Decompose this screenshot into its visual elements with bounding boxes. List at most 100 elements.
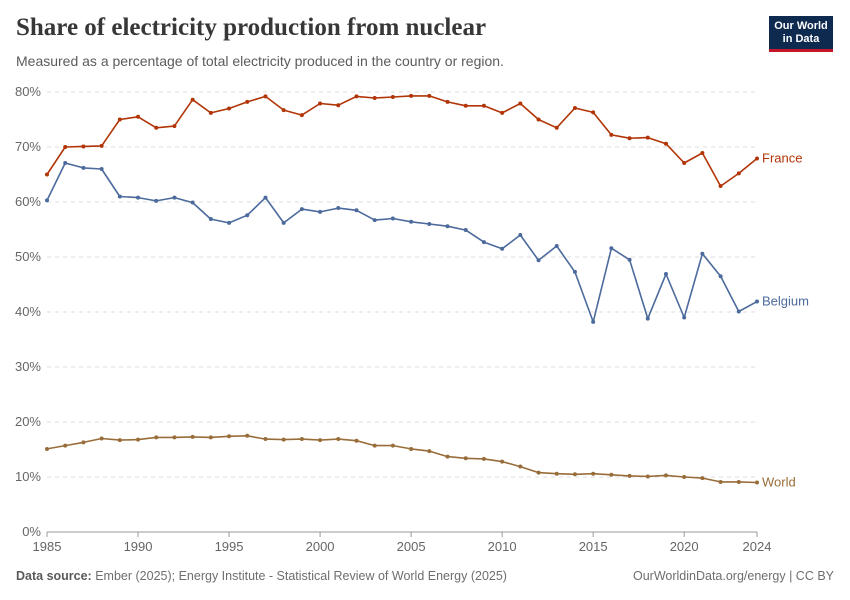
footer-url[interactable]: OurWorldinData.org/energy | CC BY bbox=[632, 569, 834, 583]
data-point-world-1988[interactable] bbox=[99, 436, 104, 441]
data-point-france-1998[interactable] bbox=[281, 108, 286, 113]
data-point-france-2017[interactable] bbox=[627, 136, 632, 141]
data-point-france-2014[interactable] bbox=[572, 105, 577, 110]
data-point-belgium-2003[interactable] bbox=[372, 218, 377, 223]
data-point-world-1999[interactable] bbox=[299, 437, 304, 442]
data-point-world-1993[interactable] bbox=[190, 434, 195, 439]
data-point-belgium-2011[interactable] bbox=[518, 233, 523, 237]
data-point-france-1990[interactable] bbox=[136, 114, 141, 119]
data-point-france-2004[interactable] bbox=[390, 94, 395, 99]
data-point-france-1987[interactable] bbox=[81, 144, 86, 149]
data-point-world-1998[interactable] bbox=[281, 437, 286, 442]
data-point-belgium-2018[interactable] bbox=[645, 316, 650, 321]
data-point-world-1994[interactable] bbox=[208, 435, 213, 440]
data-point-belgium-1991[interactable] bbox=[154, 198, 159, 203]
data-point-france-2009[interactable] bbox=[481, 103, 486, 108]
data-point-france-1999[interactable] bbox=[299, 113, 304, 118]
data-point-world-2017[interactable] bbox=[627, 473, 632, 478]
data-point-france-2016[interactable] bbox=[609, 132, 614, 137]
series-line-belgium[interactable] bbox=[46, 162, 758, 323]
data-point-world-2021[interactable] bbox=[700, 476, 705, 481]
series-label-world[interactable]: World bbox=[762, 475, 796, 490]
data-point-france-2020[interactable] bbox=[682, 160, 687, 165]
data-point-belgium-1994[interactable] bbox=[208, 217, 213, 222]
data-point-belgium-1986[interactable] bbox=[63, 160, 68, 165]
data-point-belgium-1990[interactable] bbox=[136, 195, 141, 200]
data-point-belgium-2022[interactable] bbox=[718, 274, 723, 279]
data-point-world-1996[interactable] bbox=[245, 433, 250, 438]
data-point-belgium-2014[interactable] bbox=[572, 269, 577, 274]
data-point-france-2023[interactable] bbox=[736, 171, 741, 176]
data-point-belgium-1997[interactable] bbox=[263, 195, 268, 200]
data-point-france-1995[interactable] bbox=[227, 106, 232, 111]
owid-logo[interactable]: Our World in Data bbox=[769, 16, 833, 52]
data-point-world-2015[interactable] bbox=[591, 471, 596, 476]
data-point-france-2005[interactable] bbox=[409, 93, 414, 98]
data-point-belgium-2008[interactable] bbox=[463, 228, 468, 233]
series-label-france[interactable]: France bbox=[762, 151, 802, 166]
data-point-world-2013[interactable] bbox=[554, 471, 559, 476]
data-point-world-2023[interactable] bbox=[736, 479, 741, 484]
data-point-belgium-2005[interactable] bbox=[409, 219, 414, 224]
series-line-world[interactable] bbox=[46, 434, 758, 484]
data-point-belgium-1998[interactable] bbox=[281, 220, 286, 225]
data-point-belgium-2020[interactable] bbox=[682, 315, 687, 320]
data-point-world-1995[interactable] bbox=[227, 434, 232, 439]
data-point-belgium-2007[interactable] bbox=[445, 224, 450, 229]
data-point-world-2007[interactable] bbox=[445, 454, 450, 459]
data-point-world-2016[interactable] bbox=[609, 472, 614, 477]
data-point-world-2002[interactable] bbox=[354, 438, 359, 443]
data-point-belgium-2001[interactable] bbox=[336, 206, 341, 211]
data-point-world-1991[interactable] bbox=[154, 435, 159, 440]
data-point-france-2010[interactable] bbox=[500, 110, 505, 115]
data-point-france-1988[interactable] bbox=[99, 143, 104, 148]
data-point-belgium-2024[interactable] bbox=[755, 299, 759, 304]
data-point-world-2000[interactable] bbox=[318, 438, 323, 443]
data-point-world-2003[interactable] bbox=[372, 443, 377, 448]
data-point-world-2004[interactable] bbox=[390, 443, 395, 448]
data-point-france-2003[interactable] bbox=[372, 96, 377, 101]
data-point-belgium-1989[interactable] bbox=[117, 194, 122, 199]
data-point-france-2012[interactable] bbox=[536, 117, 541, 122]
data-point-belgium-2019[interactable] bbox=[663, 272, 668, 277]
data-point-world-1986[interactable] bbox=[63, 443, 68, 448]
data-point-france-2015[interactable] bbox=[591, 110, 596, 115]
data-point-world-2010[interactable] bbox=[500, 459, 505, 464]
data-point-belgium-2002[interactable] bbox=[354, 208, 359, 213]
data-point-belgium-1987[interactable] bbox=[81, 165, 86, 170]
data-point-world-1997[interactable] bbox=[263, 437, 268, 442]
data-point-world-1990[interactable] bbox=[136, 437, 141, 442]
data-point-belgium-1992[interactable] bbox=[172, 195, 177, 200]
data-point-france-2001[interactable] bbox=[336, 103, 341, 108]
data-point-belgium-1995[interactable] bbox=[227, 220, 232, 225]
data-point-world-1989[interactable] bbox=[117, 438, 122, 443]
data-point-belgium-2017[interactable] bbox=[627, 257, 632, 262]
data-point-france-1996[interactable] bbox=[245, 99, 250, 104]
data-point-france-2000[interactable] bbox=[318, 101, 323, 106]
data-point-belgium-1988[interactable] bbox=[99, 167, 104, 171]
data-point-belgium-2013[interactable] bbox=[554, 244, 559, 248]
data-point-france-2022[interactable] bbox=[718, 184, 723, 189]
series-line-france[interactable] bbox=[46, 95, 758, 187]
data-point-world-1987[interactable] bbox=[81, 440, 86, 445]
data-point-world-2019[interactable] bbox=[663, 473, 668, 478]
data-point-belgium-2012[interactable] bbox=[536, 258, 541, 263]
data-point-france-2006[interactable] bbox=[427, 93, 432, 98]
data-point-world-1992[interactable] bbox=[172, 435, 177, 440]
data-point-france-1997[interactable] bbox=[263, 94, 268, 99]
data-point-world-2022[interactable] bbox=[718, 479, 723, 484]
data-point-france-2024[interactable] bbox=[755, 156, 759, 161]
data-point-world-2005[interactable] bbox=[409, 446, 414, 451]
data-point-belgium-2021[interactable] bbox=[700, 251, 705, 256]
data-point-world-2014[interactable] bbox=[572, 472, 577, 477]
data-point-france-1993[interactable] bbox=[190, 97, 195, 102]
data-point-belgium-2015[interactable] bbox=[591, 319, 596, 324]
data-point-france-1994[interactable] bbox=[208, 110, 213, 115]
data-point-world-2006[interactable] bbox=[427, 449, 432, 454]
data-point-world-2020[interactable] bbox=[682, 475, 687, 479]
data-point-world-2008[interactable] bbox=[463, 456, 468, 461]
data-point-france-1985[interactable] bbox=[45, 172, 49, 177]
data-point-belgium-2010[interactable] bbox=[500, 246, 505, 251]
data-source-text[interactable]: Ember (2025); Energy Institute - Statist… bbox=[95, 569, 507, 583]
data-point-belgium-1996[interactable] bbox=[245, 213, 250, 218]
